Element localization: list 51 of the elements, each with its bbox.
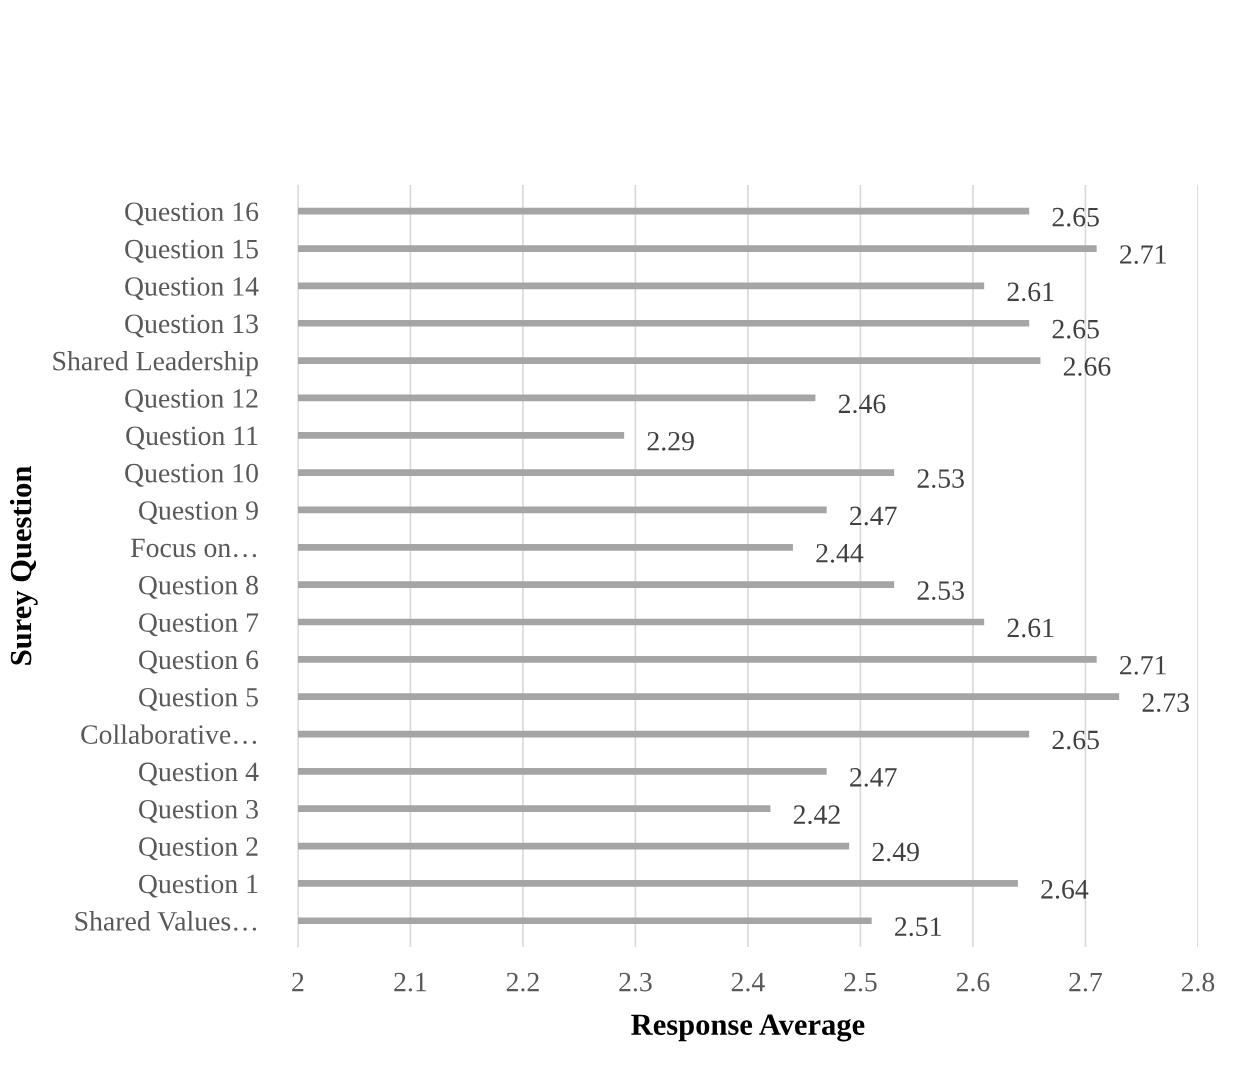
y-tick-label: Question 6 xyxy=(139,650,259,674)
data-label: 2.61 xyxy=(1007,282,1054,302)
x-tick-label: 2.7 xyxy=(1069,972,1102,992)
y-tick-label: Question 10 xyxy=(125,463,258,487)
y-tick-label: Shared Leadership xyxy=(53,350,258,377)
x-tick-label: 2.2 xyxy=(506,972,539,992)
y-tick-label: Question 8 xyxy=(139,575,258,599)
x-axis-title: Response Average xyxy=(631,1014,865,1042)
data-label: 2.65 xyxy=(1052,730,1099,750)
x-tick-label: 2.5 xyxy=(844,972,877,992)
y-tick-label: Question 12 xyxy=(125,389,258,413)
y-tick-label: Question 14 xyxy=(125,277,259,301)
data-label: 2.65 xyxy=(1052,319,1099,339)
x-tick-label: 2 xyxy=(292,972,304,992)
data-label: 2.49 xyxy=(872,842,919,862)
y-tick-label: Question 1 xyxy=(139,874,258,898)
data-label: 2.29 xyxy=(647,431,694,451)
x-tick-label: 2.8 xyxy=(1181,972,1215,992)
y-axis-title: Surey Question xyxy=(9,466,38,665)
x-tick-label: 2.3 xyxy=(619,972,652,992)
data-label: 2.53 xyxy=(917,581,964,601)
data-label: 2.61 xyxy=(1007,618,1054,638)
y-tick-label: Question 15 xyxy=(125,239,258,263)
y-tick-label: Question 13 xyxy=(125,314,258,338)
x-tick-label: 2.1 xyxy=(394,972,427,992)
y-tick-label: Question 7 xyxy=(139,613,259,637)
data-label: 2.47 xyxy=(850,506,897,526)
y-tick-label: Question 4 xyxy=(139,762,259,786)
y-tick-label: Collaborative… xyxy=(81,724,257,745)
data-label: 2.73 xyxy=(1142,693,1189,713)
y-tick-label: Shared Values… xyxy=(75,911,257,931)
data-label: 2.42 xyxy=(793,805,840,825)
data-label: 2.65 xyxy=(1052,207,1099,227)
data-label: 2.66 xyxy=(1063,357,1111,376)
data-label: 2.44 xyxy=(816,543,864,563)
y-tick-label: Focus on… xyxy=(130,538,257,558)
data-label: 2.53 xyxy=(917,469,964,489)
y-tick-label: Question 2 xyxy=(139,837,258,861)
x-tick-label: 2.4 xyxy=(731,972,765,992)
data-label: 2.47 xyxy=(850,767,897,787)
y-tick-label: Question 9 xyxy=(139,501,258,525)
data-label: 2.51 xyxy=(895,917,941,937)
data-label: 2.46 xyxy=(838,394,886,414)
y-tick-label: Question 3 xyxy=(139,799,258,823)
y-tick-label: Question 11 xyxy=(126,426,258,450)
y-tick-label: Question 16 xyxy=(125,202,259,226)
y-tick-label: Question 5 xyxy=(139,687,258,711)
data-label: 2.71 xyxy=(1120,245,1166,264)
data-label: 2.64 xyxy=(1041,880,1089,899)
x-tick-label: 2.6 xyxy=(956,972,990,992)
data-label: 2.71 xyxy=(1120,655,1166,675)
